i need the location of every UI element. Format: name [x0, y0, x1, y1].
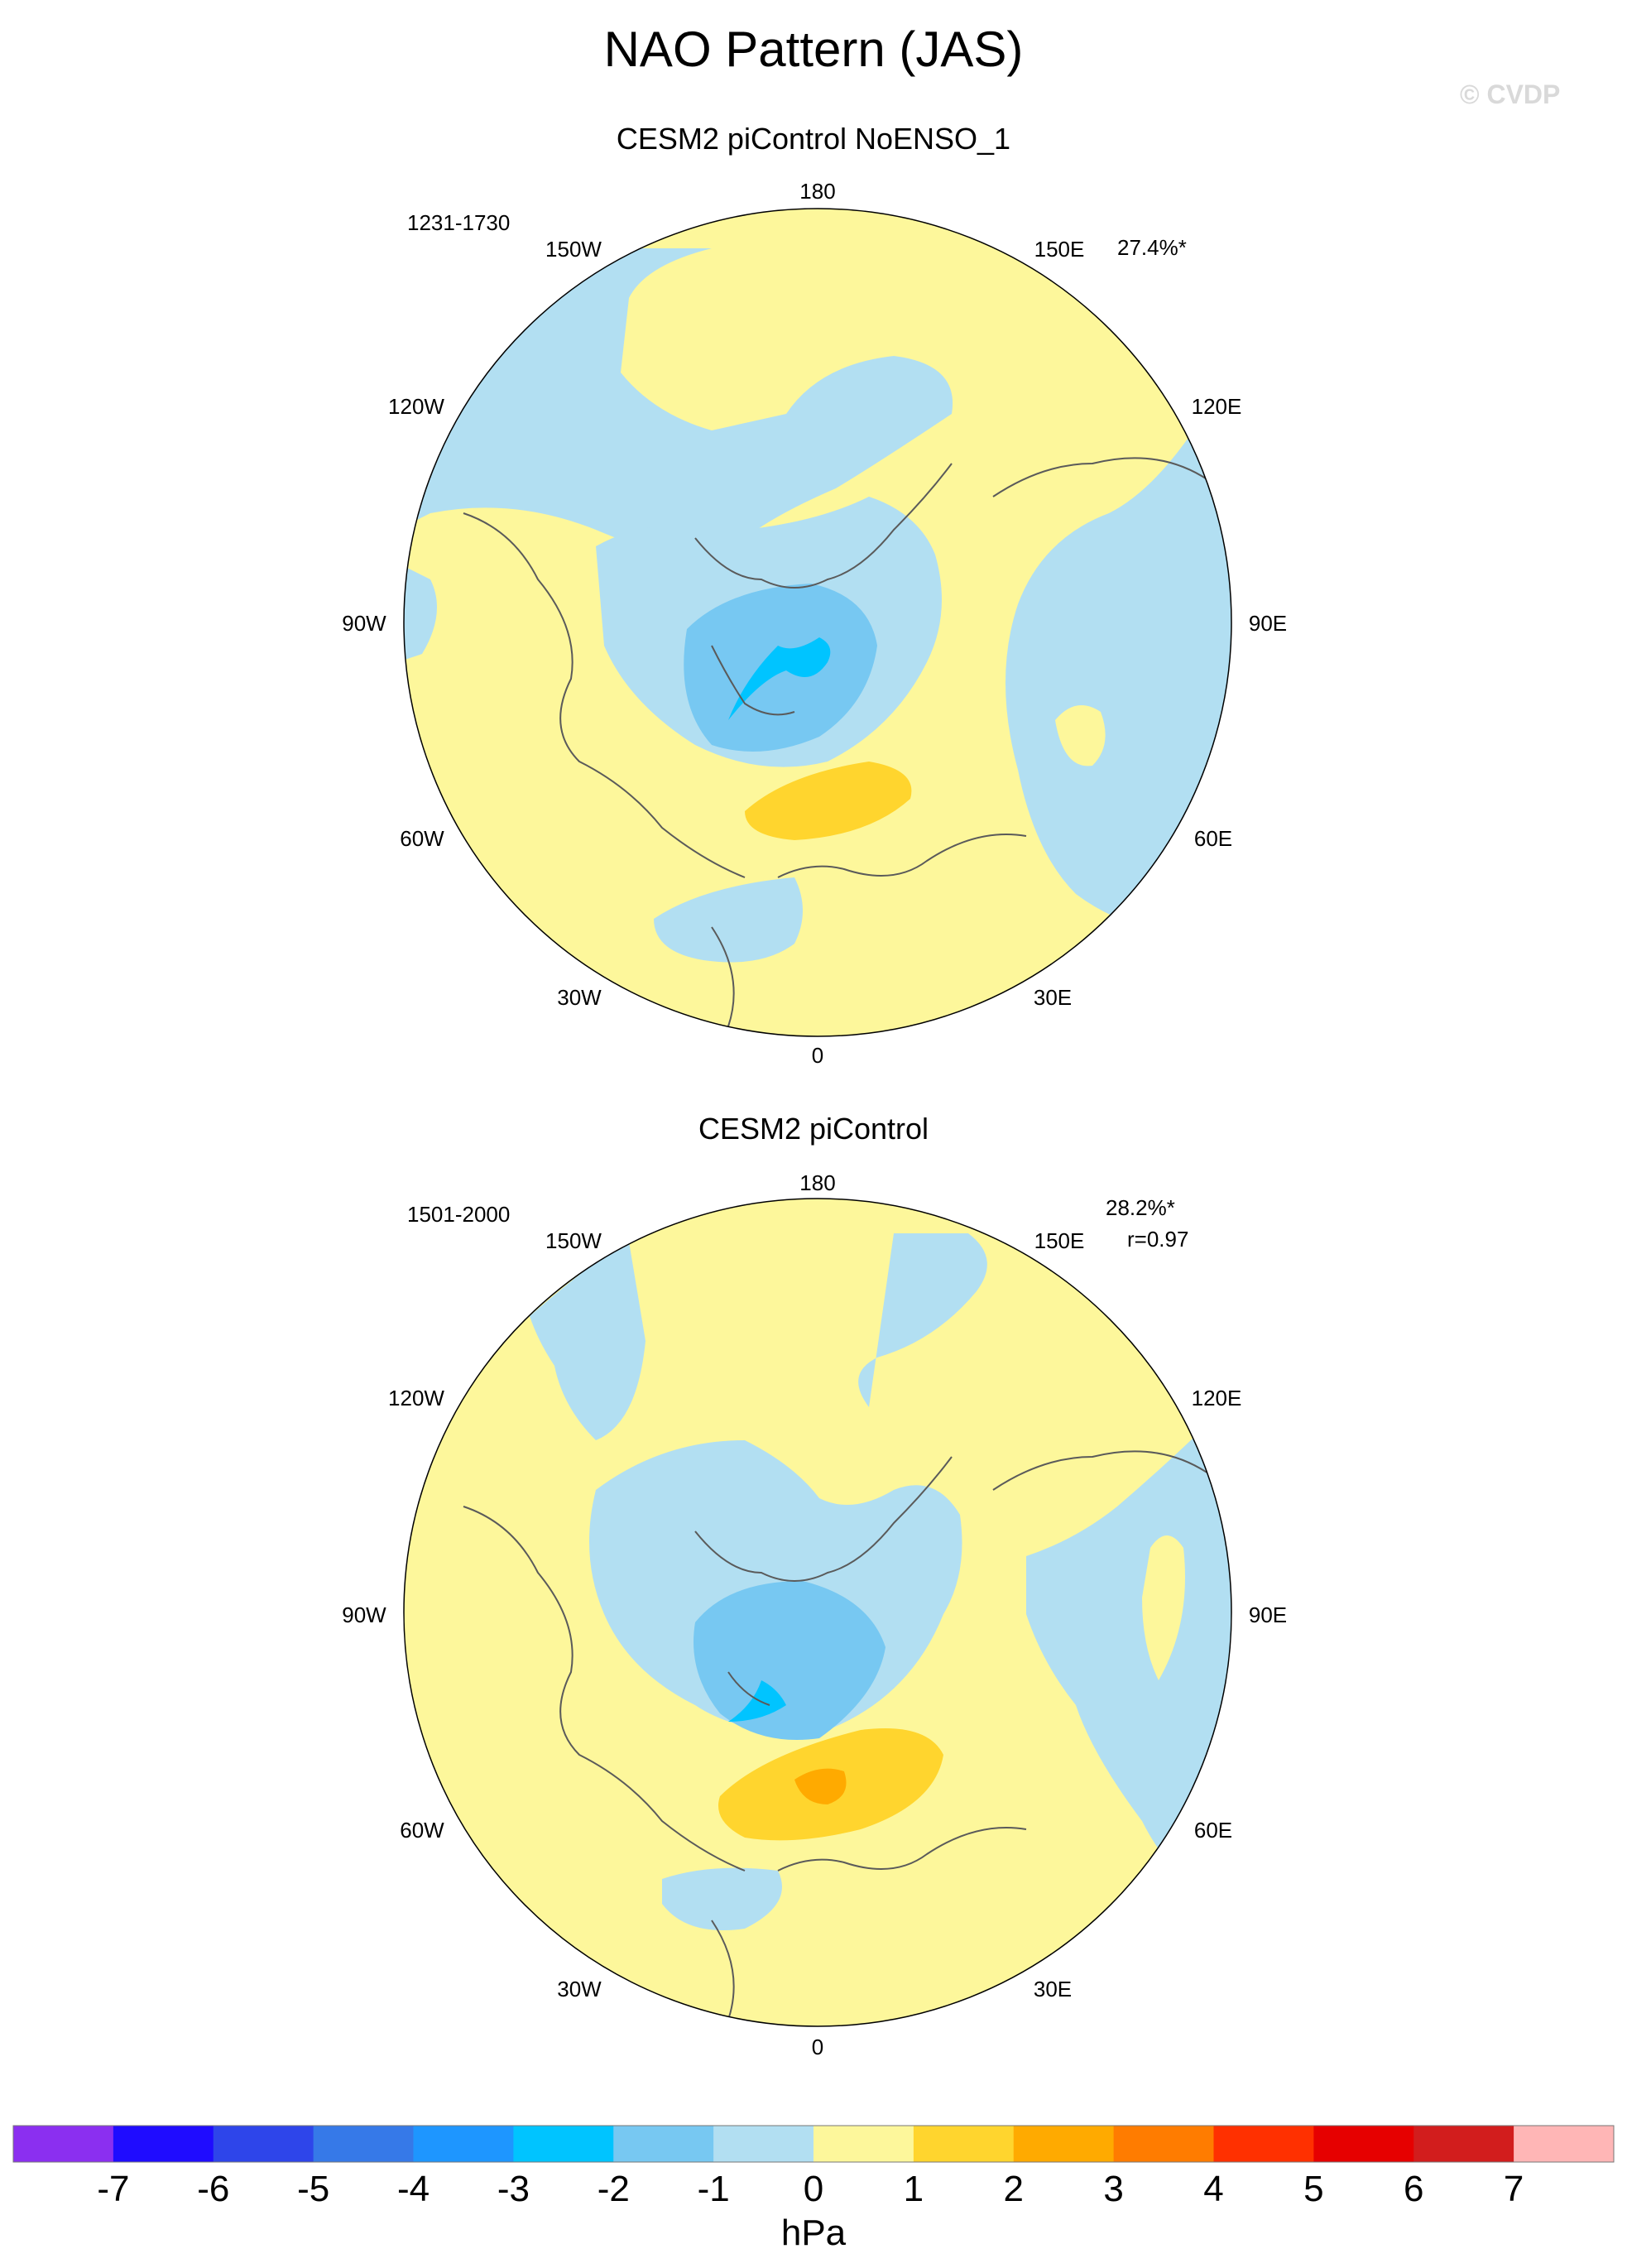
panel2-pacific-low [530, 1242, 646, 1440]
colorbar-tick-label: -5 [297, 2169, 330, 2209]
panel1-years: 1231-1730 [407, 210, 511, 235]
panel1-eurasia-low [1005, 348, 1231, 937]
panel1-lon-150w: 150W [545, 237, 602, 262]
colorbar-swatch [1413, 2126, 1514, 2162]
panel2-europe-core [794, 1768, 847, 1804]
colorbar-tick-label: -1 [697, 2169, 730, 2209]
panel1-lon-90e: 90E [1248, 611, 1288, 636]
colorbar-tick-label: 7 [1503, 2169, 1524, 2209]
panel1-lon-30w: 30W [557, 985, 602, 1010]
colorbar-swatch [113, 2126, 214, 2162]
panel1-lon-0: 0 [811, 1043, 824, 1068]
panel2-lon-0: 0 [811, 2035, 824, 2059]
cvdp-watermark: © CVDP [1460, 79, 1561, 109]
panel2-lon-120w: 120W [388, 1386, 444, 1410]
colorbar-tick-label: 4 [1203, 2169, 1224, 2209]
colorbar-swatch [713, 2126, 814, 2162]
panel1-arctic-center [728, 637, 831, 720]
panel1-lon-120w: 120W [388, 394, 444, 419]
panel1-atlantic-low [654, 877, 803, 963]
colorbar-tick-label: -3 [497, 2169, 530, 2209]
colorbar-swatch [213, 2126, 314, 2162]
panel2-pct-variance: 28.2%* [1106, 1195, 1175, 1220]
colorbar-swatch [814, 2126, 914, 2162]
panel1-pacific-low [404, 248, 953, 557]
colorbar-border [12, 2125, 1615, 2163]
panel2-lon-180: 180 [799, 1170, 836, 1195]
panel2-lon-120e: 120E [1191, 1386, 1242, 1410]
panel2-lon-150w: 150W [545, 1228, 602, 1253]
panel2-lon-60e: 60E [1193, 1818, 1233, 1843]
panel1-lon-150e: 150E [1034, 237, 1085, 262]
colorbar-tick-label: -7 [97, 2169, 130, 2209]
colorbar-swatch [613, 2126, 714, 2162]
colorbar-tick-label: 1 [903, 2169, 924, 2209]
panel1-lon-60e: 60E [1193, 826, 1233, 851]
panel2-eurasia-low [1026, 1407, 1231, 1920]
colorbar-swatch [513, 2126, 614, 2162]
panel2-years: 1501-2000 [407, 1202, 511, 1227]
panel1-map-border [403, 208, 1232, 1037]
panel2-lon-90w: 90W [342, 1602, 386, 1627]
panel2-arctic-core [694, 1581, 885, 1740]
colorbar-tick-label: 3 [1103, 2169, 1124, 2209]
panel1-title: CESM2 piControl NoENSO_1 [616, 122, 1011, 156]
colorbar-swatch [413, 2126, 514, 2162]
colorbar-tick-label: -4 [396, 2169, 430, 2209]
panel2-asia-high [1142, 1535, 1185, 1680]
colorbar-unit: hPa [780, 2213, 847, 2253]
colorbar-tick-label: 0 [803, 2169, 824, 2209]
panel1-lon-120e: 120E [1191, 394, 1242, 419]
panel1-lon-180: 180 [799, 179, 836, 204]
colorbar-tick-label: 2 [1003, 2169, 1024, 2209]
panel1-pct-variance: 27.4%* [1117, 235, 1187, 260]
colorbar-swatch [1514, 2126, 1615, 2162]
panel2-lon-90e: 90E [1248, 1602, 1288, 1627]
panel2-title: CESM2 piControl [698, 1112, 929, 1146]
panel2-map-border [403, 1198, 1232, 2027]
panel1-europe-high [745, 762, 912, 840]
colorbar-tick-label: 5 [1303, 2169, 1324, 2209]
panel2-lon-30e: 30E [1033, 1977, 1073, 2001]
panel1-lon-60w: 60W [400, 826, 444, 851]
panel2-lon-30w: 30W [557, 1977, 602, 2001]
colorbar-swatch [1113, 2126, 1214, 2162]
panel1-west-low [404, 563, 437, 662]
colorbar-swatch [1313, 2126, 1414, 2162]
panel1-lon-30e: 30E [1033, 985, 1073, 1010]
colorbar-tick-label: -6 [197, 2169, 230, 2209]
panel1-asia-high [1055, 705, 1106, 766]
panel2-lon-150e: 150E [1034, 1228, 1085, 1253]
colorbar-swatch [913, 2126, 1015, 2162]
colorbar-swatch [13, 2126, 114, 2162]
panel2-arctic-center [728, 1680, 786, 1722]
panel2-atlantic-low [662, 1867, 782, 1930]
panel1-lon-90w: 90W [342, 611, 386, 636]
colorbar-tick-label: 6 [1404, 2169, 1424, 2209]
colorbar-swatch [313, 2126, 414, 2162]
panel2-northpacific-low [858, 1233, 987, 1407]
figure-title: NAO Pattern (JAS) [603, 22, 1024, 77]
colorbar-tick-label: -2 [597, 2169, 630, 2209]
colorbar-swatch [1013, 2126, 1115, 2162]
colorbar-swatch [1213, 2126, 1314, 2162]
panel2-lon-60w: 60W [400, 1818, 444, 1843]
panel2-correlation: r=0.97 [1127, 1227, 1189, 1252]
